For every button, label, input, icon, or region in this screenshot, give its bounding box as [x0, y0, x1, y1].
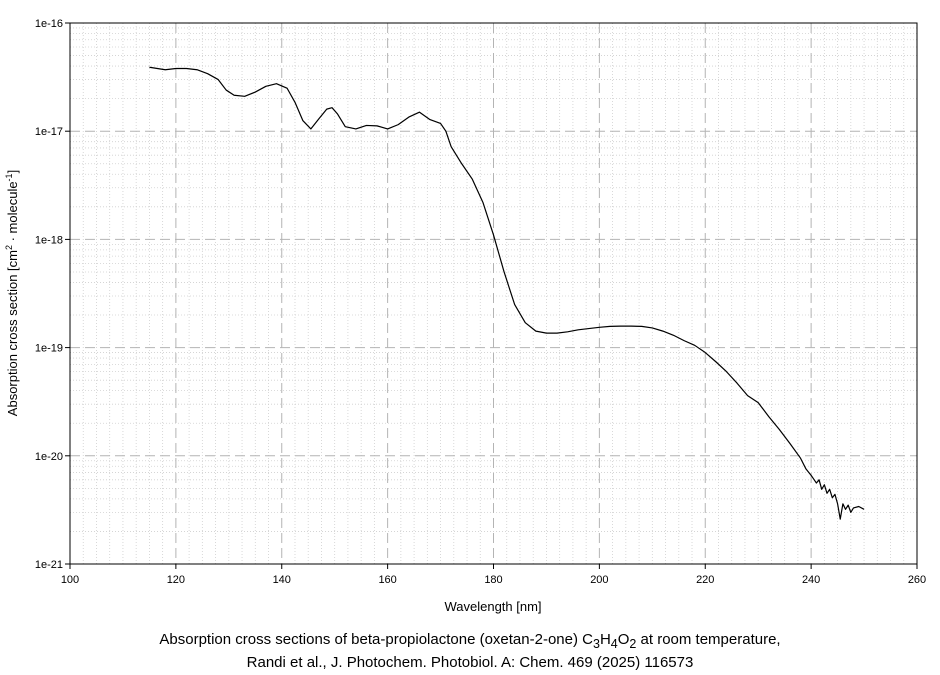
y-axis-label: Absorption cross section [cm2 · molecule…: [4, 170, 20, 416]
series-layer: [149, 66, 865, 520]
caption-prefix: Absorption cross sections of beta-propio…: [159, 631, 593, 648]
axis-ticks: [65, 22, 918, 569]
caption-formula-o: O: [617, 631, 630, 648]
y-tick-label: 1e-17: [35, 126, 63, 138]
x-axis-tick-labels: 100 120 140 160 180 200 220 240 260: [61, 574, 926, 586]
y-axis-label-middle: · molecule: [5, 181, 20, 245]
y-axis-label-suffix: ]: [5, 170, 20, 174]
y-tick-label: 1e-21: [35, 559, 63, 571]
grid-lines: [70, 23, 917, 564]
caption-line-2: Randi et al., J. Photochem. Photobiol. A…: [246, 654, 694, 671]
x-tick-label: 220: [696, 574, 714, 586]
x-tick-label: 180: [484, 574, 502, 586]
y-tick-label: 1e-19: [35, 343, 63, 355]
caption-formula-h: H: [599, 631, 611, 648]
x-tick-label: 260: [908, 574, 926, 586]
spectrum-line: [149, 66, 865, 520]
x-tick-label: 120: [167, 574, 185, 586]
caption-formula-sub-o: 2: [629, 637, 637, 651]
y-axis-tick-labels: 1e-21 1e-20 1e-19 1e-18 1e-17 1e-16: [35, 18, 63, 571]
y-tick-label: 1e-16: [35, 18, 63, 30]
x-tick-label: 100: [61, 574, 79, 586]
y-tick-label: 1e-18: [35, 234, 63, 246]
caption-line-1: Absorption cross sections of beta-propio…: [0, 631, 940, 651]
y-axis-label-sup2: -1: [4, 173, 14, 181]
y-tick-label: 1e-20: [35, 451, 63, 463]
y-axis-label-sup1: 2: [4, 245, 14, 250]
caption-formula-sub-h: 4: [610, 637, 618, 651]
x-tick-label: 140: [273, 574, 291, 586]
absorption-spectrum-chart: 100 120 140 160 180 200 220 240 260 1e-211e-201e…: [4, 18, 926, 614]
caption-formula-sub-c: 3: [592, 637, 600, 651]
caption-suffix: at room temperature,: [636, 631, 781, 648]
y-axis-label-prefix: Absorption cross section [cm: [5, 250, 20, 416]
x-tick-label: 240: [802, 574, 820, 586]
x-tick-label: 200: [590, 574, 608, 586]
x-tick-label: 160: [378, 574, 396, 586]
x-axis-label: Wavelength [nm]: [444, 599, 541, 614]
